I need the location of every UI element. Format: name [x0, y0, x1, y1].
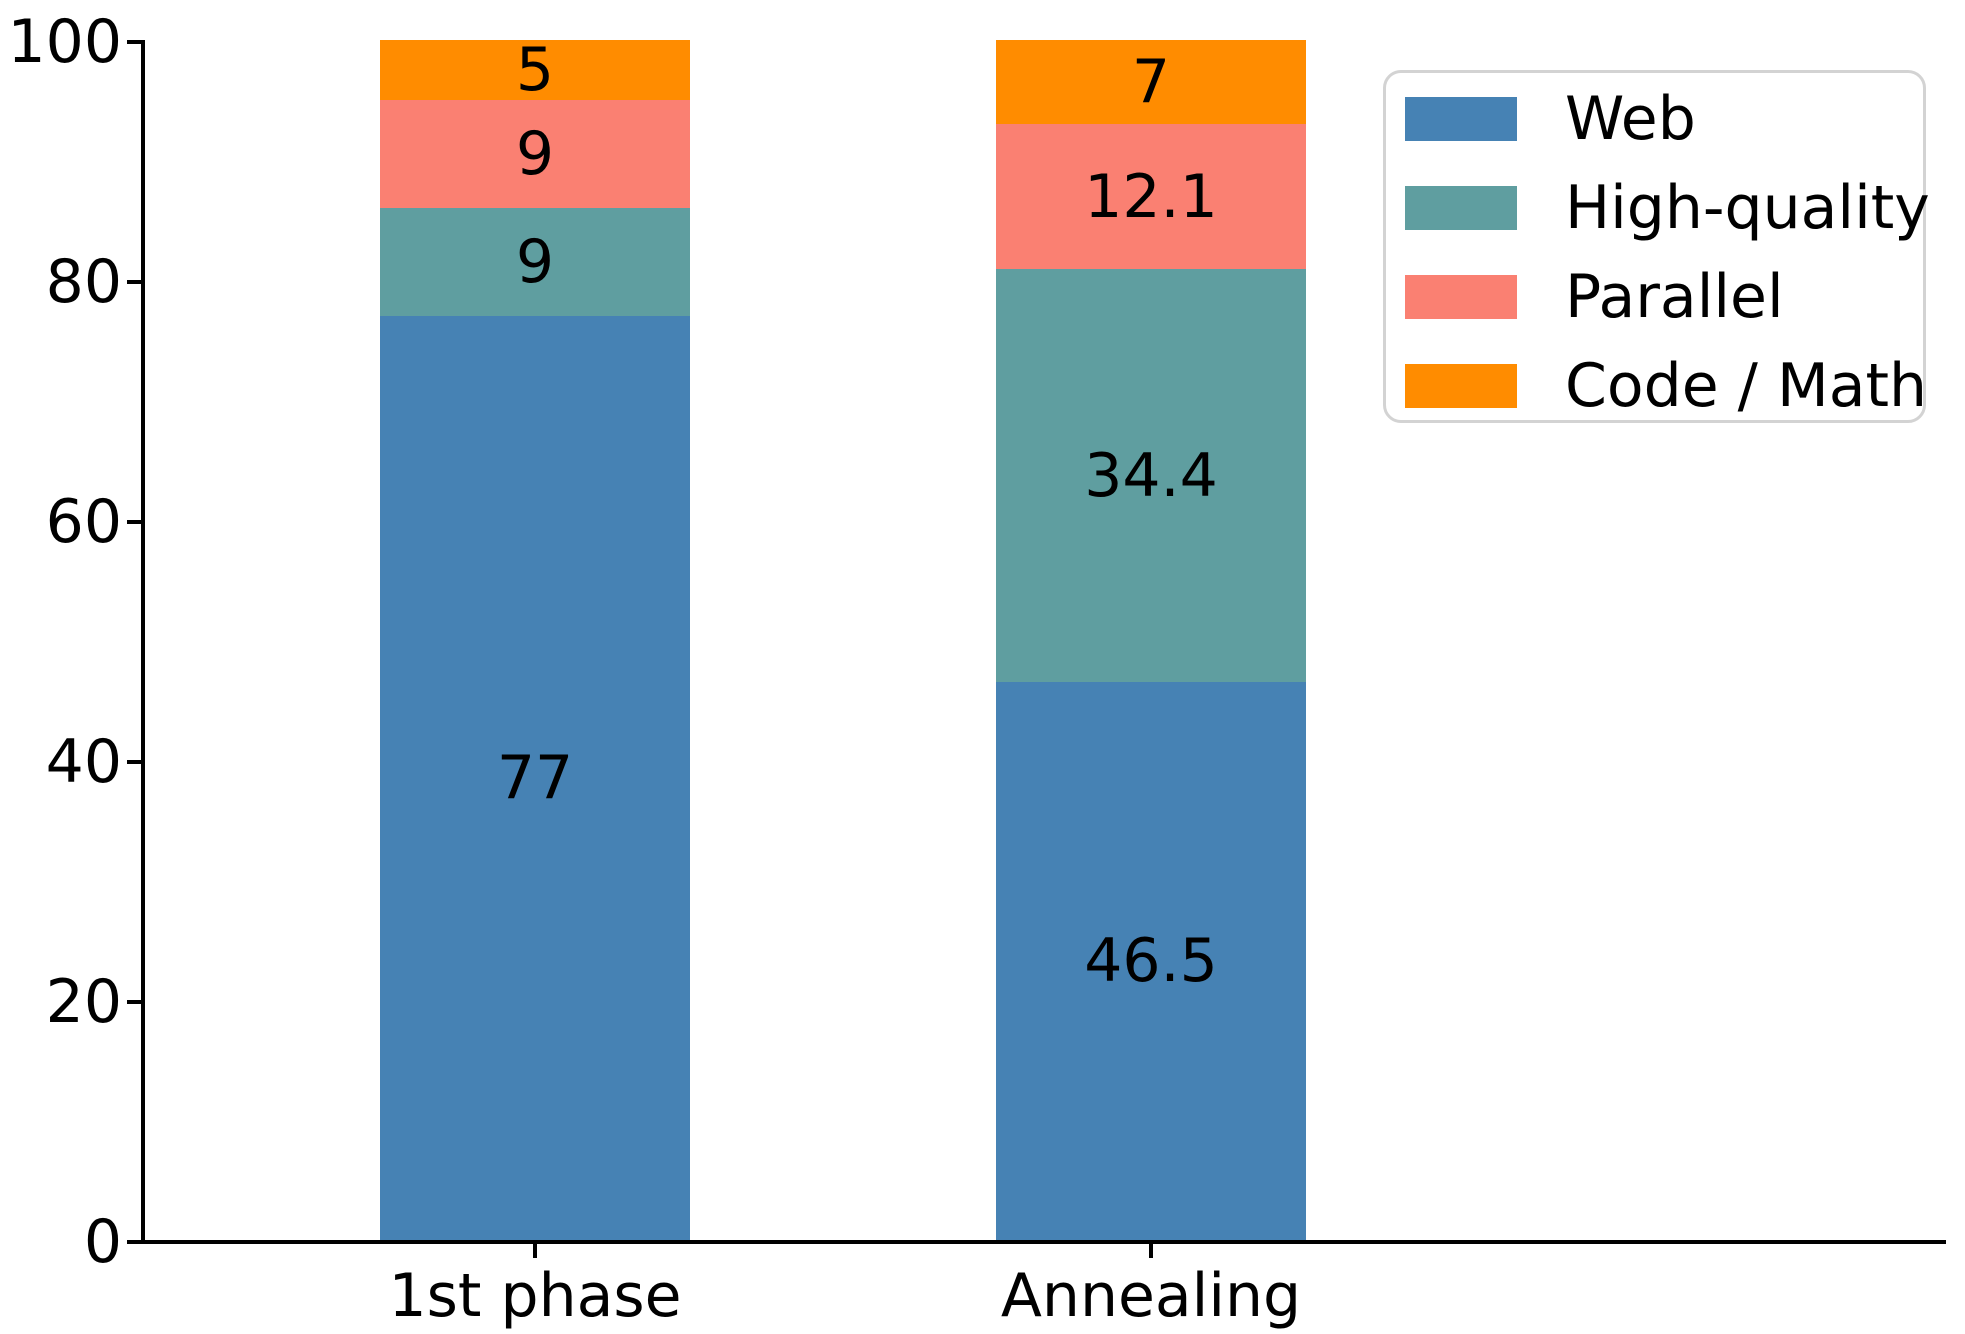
bar-segment-1st-phase-high-quality: [380, 208, 690, 316]
y-tick-mark: [127, 280, 141, 284]
legend-label: High-quality: [1565, 173, 1930, 243]
bar-segment-annealing-web: [996, 682, 1306, 1240]
bar-segment-value: 5: [515, 35, 555, 105]
legend-label: Parallel: [1565, 262, 1784, 332]
legend-swatch-web: [1405, 97, 1517, 141]
bar-segment-1st-phase-code-math: [380, 40, 690, 100]
bar-segment-value: 77: [496, 743, 574, 813]
bar-segment-value: 34.4: [1084, 440, 1218, 511]
bar-segment-1st-phase-web: [380, 316, 690, 1240]
bar-segment-annealing-code-math: [996, 40, 1306, 124]
bar-segment-value: 7: [1131, 47, 1171, 117]
legend-swatch-high-quality: [1405, 186, 1517, 230]
bar-segment-value: 12.1: [1084, 161, 1218, 232]
y-tick-label: 0: [83, 1207, 122, 1277]
bar-segment-value: 46.5: [1084, 926, 1218, 996]
y-tick-mark: [127, 40, 141, 44]
y-tick-mark: [127, 1000, 141, 1004]
bar-segment-value: 9: [515, 227, 555, 297]
legend-label: Web: [1565, 84, 1696, 154]
y-tick-label: 80: [45, 247, 122, 317]
y-tick-mark: [127, 520, 141, 524]
y-tick-mark: [127, 1240, 141, 1244]
y-tick-label: 100: [7, 7, 122, 77]
legend-swatch-code-math: [1405, 364, 1517, 408]
bar-segment-1st-phase-parallel: [380, 100, 690, 208]
y-tick-mark: [127, 760, 141, 764]
x-tick-mark: [1149, 1244, 1153, 1258]
y-axis-spine: [141, 40, 145, 1244]
legend-label: Code / Math: [1565, 351, 1928, 421]
bar-segment-annealing-high-quality: [996, 269, 1306, 682]
x-tick-label-1st-phase: 1st phase: [388, 1261, 682, 1331]
y-tick-label: 60: [45, 487, 122, 557]
x-axis-spine: [141, 1240, 1946, 1244]
y-tick-label: 20: [45, 967, 122, 1037]
legend: Web High-quality Parallel Code / Math: [1383, 70, 1930, 423]
legend-swatch-parallel: [1405, 275, 1517, 319]
x-tick-label-annealing: Annealing: [1000, 1261, 1302, 1331]
y-tick-label: 40: [45, 727, 122, 797]
bar-segment-value: 9: [515, 119, 555, 189]
bar-segment-annealing-parallel: [996, 124, 1306, 270]
x-tick-mark: [533, 1244, 537, 1258]
